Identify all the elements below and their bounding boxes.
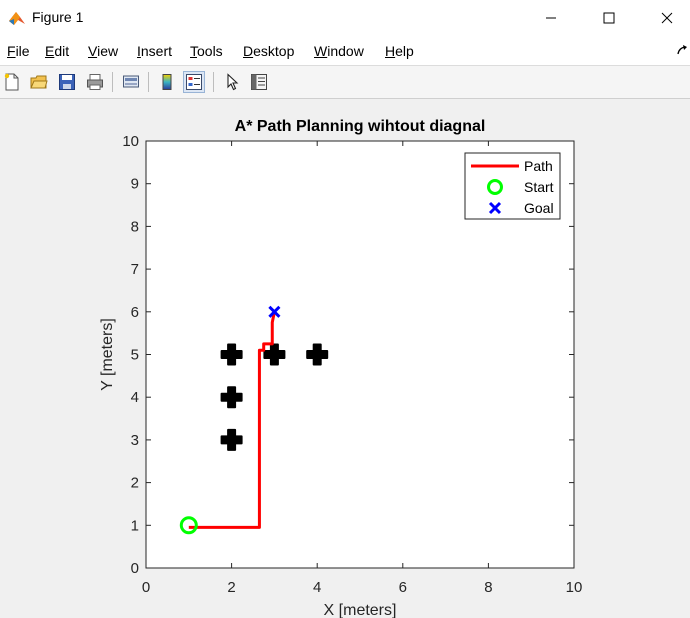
insert-colorbar-icon <box>162 74 172 90</box>
new-figure-button[interactable] <box>1 71 23 93</box>
figure-canvas: 0 2 4 6 8 10 0 1 2 3 4 5 6 7 8 9 10 A* Path Planning wiht… <box>0 99 690 618</box>
property-inspector-button[interactable] <box>248 71 270 93</box>
matlab-logo-icon <box>9 12 25 25</box>
obstacle-marker <box>220 428 243 451</box>
legend-swatch-goal <box>488 201 502 215</box>
print-button[interactable] <box>84 71 106 93</box>
x-tick-label: 10 <box>566 579 583 596</box>
menu-bar: File Edit View Insert Tools Desktop Wind… <box>0 36 690 66</box>
obstacle-marker <box>306 343 329 366</box>
window-title: Figure 1 <box>32 9 84 25</box>
maximize-icon <box>603 12 615 24</box>
y-tick-label: 8 <box>131 218 139 235</box>
start-marker <box>179 516 198 535</box>
menu-help[interactable]: Help <box>385 43 414 59</box>
minimize-button[interactable] <box>528 0 574 36</box>
new-figure-icon <box>4 73 19 91</box>
y-tick-label: 5 <box>131 347 139 364</box>
open-file-button[interactable] <box>28 71 50 93</box>
x-tick-label: 8 <box>484 579 492 596</box>
figure-toolbar <box>0 66 690 99</box>
y-tick-label: 1 <box>131 517 139 534</box>
toolbar-separator <box>213 72 214 92</box>
save-icon <box>59 74 75 90</box>
legend-swatch-start <box>487 179 503 195</box>
obstacle-marker <box>220 343 243 366</box>
x-axis-label: X [meters] <box>324 602 397 618</box>
insert-colorbar-button[interactable] <box>156 71 178 93</box>
link-plot-icon <box>123 75 139 88</box>
legend-entry-label: Start <box>524 179 554 195</box>
insert-legend-icon <box>186 74 202 90</box>
toolbar-separator <box>148 72 149 92</box>
plot-svg[interactable]: 0 2 4 6 8 10 0 1 2 3 4 5 6 7 8 9 10 A* Path Planning wiht… <box>0 99 690 618</box>
pointer-icon <box>227 73 239 91</box>
title-bar: Figure 1 <box>0 0 690 36</box>
obstacle-marker <box>220 386 243 409</box>
x-tick-label: 0 <box>142 579 150 596</box>
y-tick-label: 0 <box>131 560 139 577</box>
path-line <box>188 311 276 529</box>
maximize-button[interactable] <box>586 0 632 36</box>
x-tick-label: 2 <box>227 579 235 596</box>
minimize-icon <box>546 17 556 19</box>
insert-legend-button[interactable] <box>183 71 205 93</box>
edit-plot-button[interactable] <box>221 71 243 93</box>
property-inspector-icon <box>251 74 267 90</box>
link-plot-button[interactable] <box>120 71 142 93</box>
y-tick-label: 7 <box>131 261 139 278</box>
chart-title: A* Path Planning wihtout diagnal <box>235 118 486 135</box>
toolbar-separator <box>112 72 113 92</box>
legend-entry-label: Path <box>524 158 553 174</box>
menu-edit[interactable]: Edit <box>45 43 70 59</box>
y-axis-label: Y [meters] <box>99 318 116 391</box>
goal-marker <box>268 305 281 318</box>
menu-view[interactable]: View <box>88 43 119 59</box>
dock-figure-icon[interactable] <box>676 44 688 56</box>
legend-entry-label: Goal <box>524 200 554 216</box>
x-tick-label: 6 <box>399 579 407 596</box>
menu-tools[interactable]: Tools <box>190 43 223 59</box>
save-button[interactable] <box>56 71 78 93</box>
menu-insert[interactable]: Insert <box>137 43 173 59</box>
print-icon <box>87 74 103 90</box>
close-icon <box>661 12 673 24</box>
y-tick-label: 9 <box>131 176 139 193</box>
y-tick-label: 6 <box>131 304 139 321</box>
menu-window[interactable]: Window <box>314 43 364 59</box>
x-tick-label: 4 <box>313 579 321 596</box>
y-tick-label: 2 <box>131 475 139 492</box>
close-button[interactable] <box>644 0 690 36</box>
open-file-icon <box>30 75 48 89</box>
y-tick-label: 3 <box>131 432 139 449</box>
y-tick-label: 10 <box>122 133 139 150</box>
legend-box[interactable] <box>464 152 561 220</box>
menu-desktop[interactable]: Desktop <box>243 43 295 59</box>
y-tick-label: 4 <box>131 389 139 406</box>
menu-file[interactable]: File <box>7 43 30 59</box>
